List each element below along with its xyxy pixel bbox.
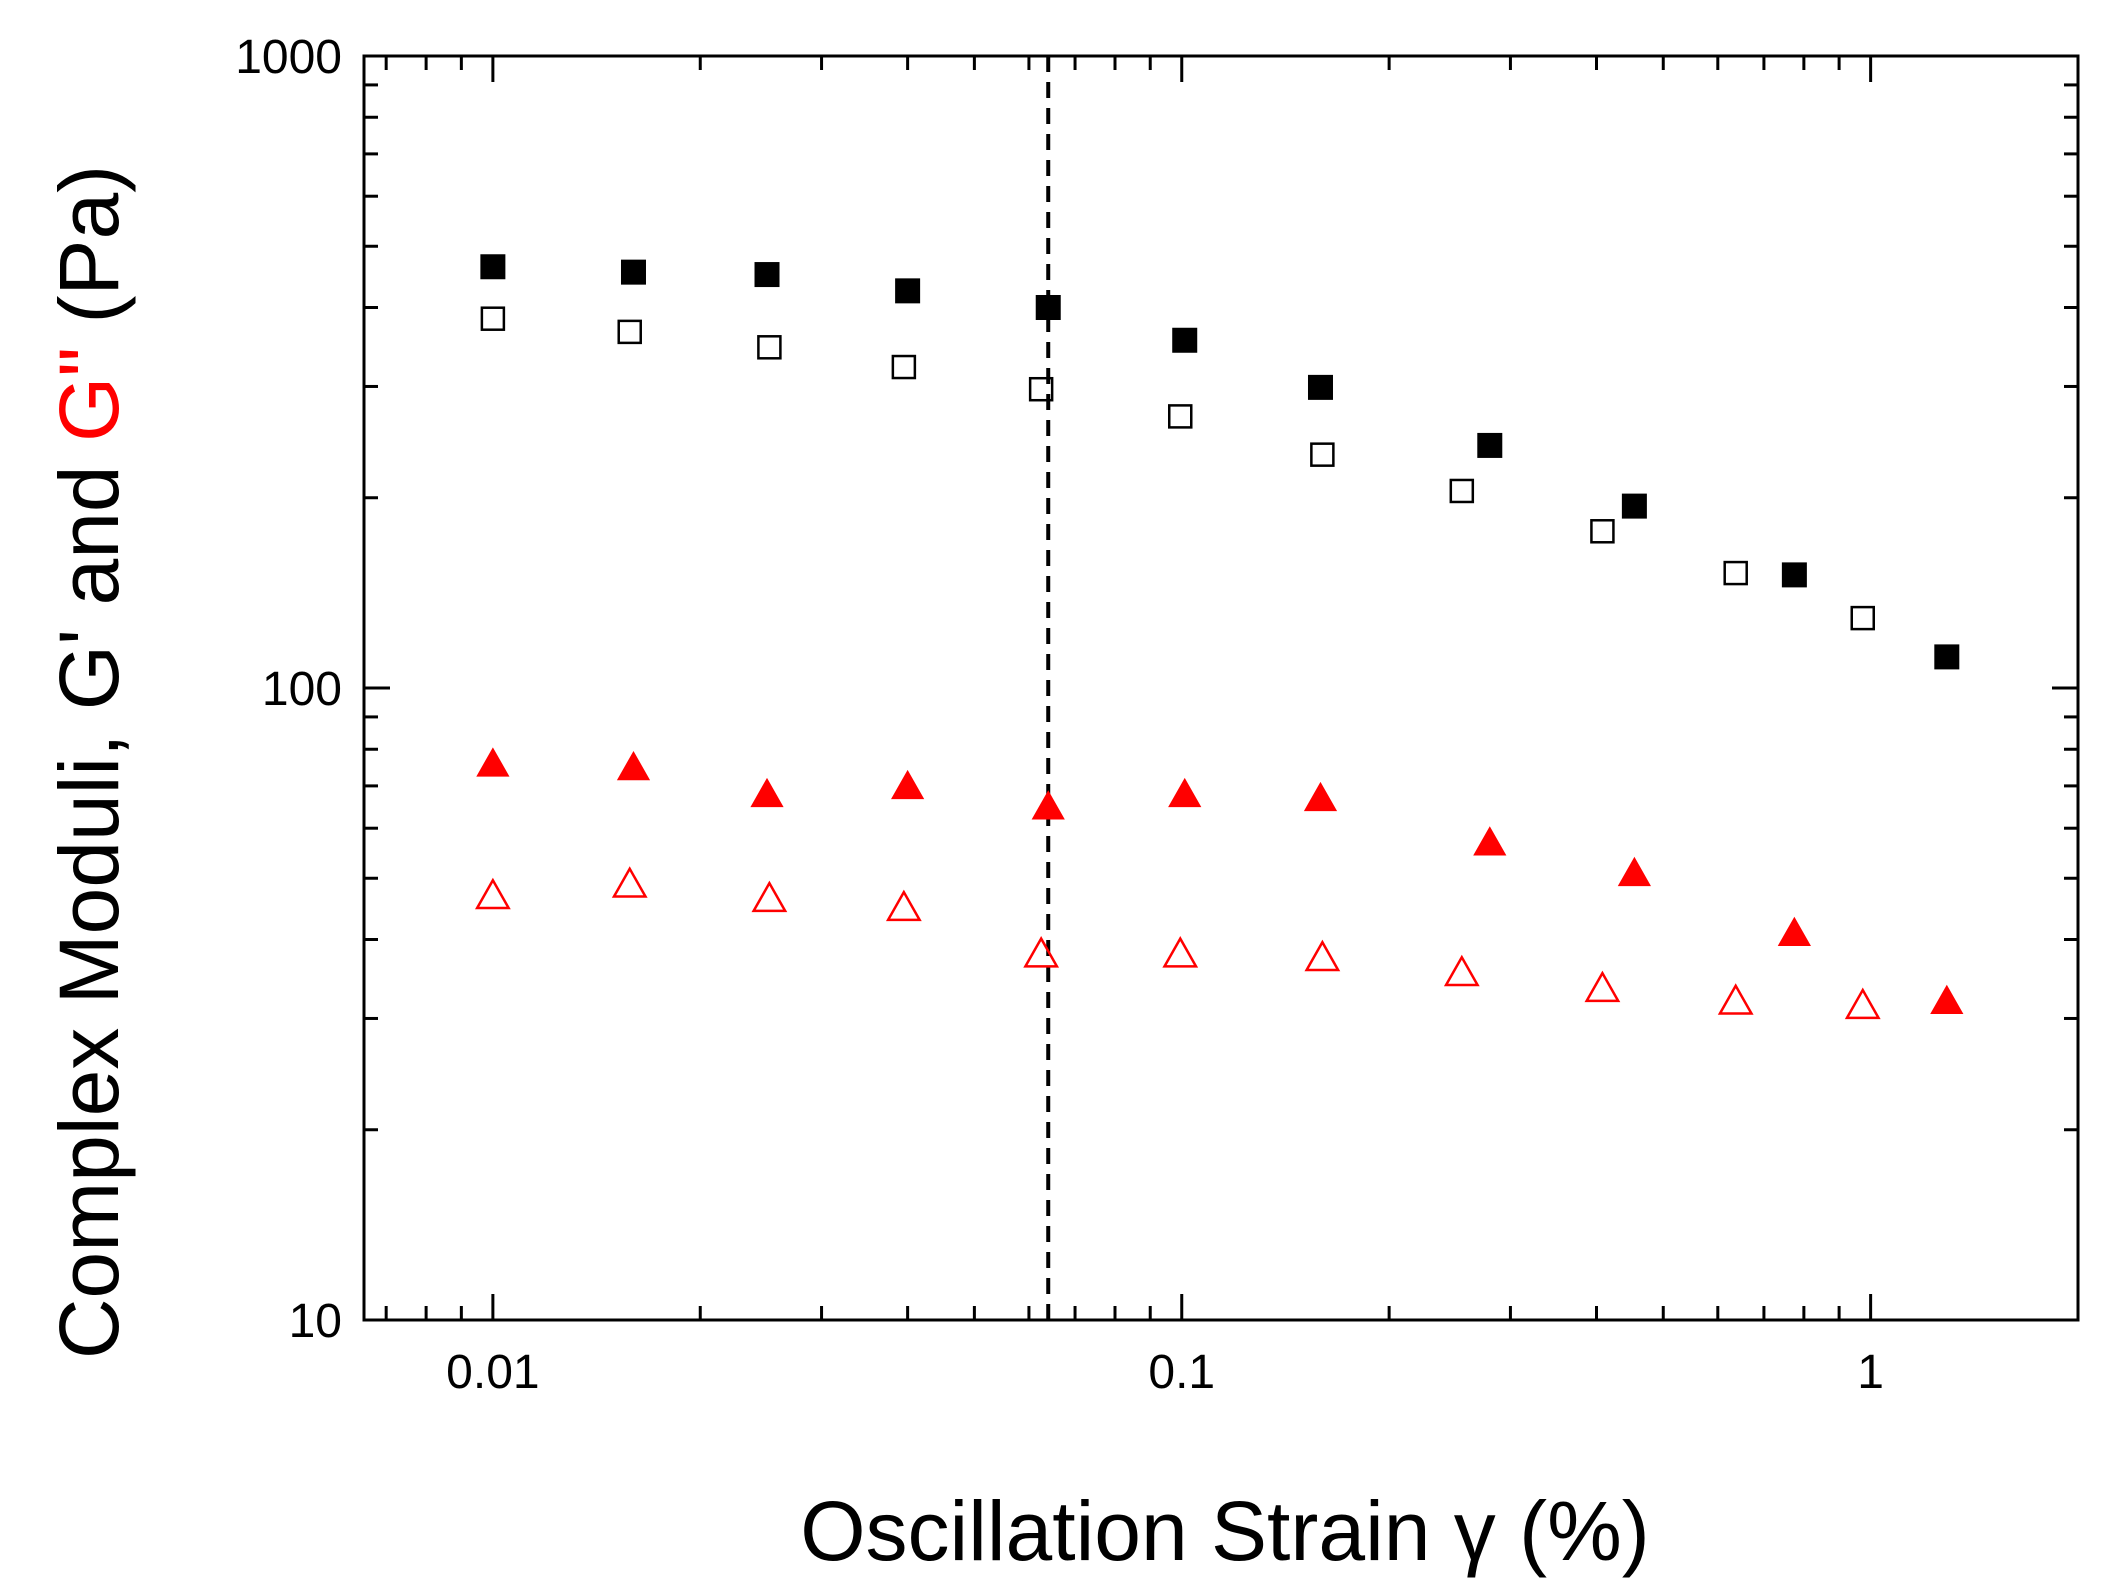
data-point-series-1-8 (1590, 519, 1615, 544)
data-point-series-3-3 (885, 889, 922, 922)
data-point-series-1-3 (891, 354, 917, 380)
data-point-series-3-4 (1023, 936, 1060, 968)
data-point-series-3-5 (1162, 936, 1199, 968)
data-point-series-3-10 (1844, 987, 1881, 1020)
y-axis-title: Complex Moduli, G' and G" (Pa) (42, 165, 136, 1359)
data-point-series-2-3 (891, 769, 925, 800)
data-point-series-1-5 (1168, 404, 1193, 429)
data-point-series-1-1 (617, 319, 642, 345)
data-point-series-3-1 (611, 866, 648, 898)
data-point-series-1-7 (1449, 478, 1475, 504)
data-point-series-2-0 (476, 747, 510, 777)
y-axis-title-part-1: G' (42, 629, 136, 710)
y-tick-labels: 10 100 1000 (235, 31, 342, 1348)
x-tick-label: 0.01 (446, 1346, 539, 1399)
data-point-series-1-2 (757, 335, 782, 360)
x-tick-label: 1 (1857, 1346, 1884, 1399)
y-tick-label: 10 (289, 1295, 342, 1348)
x-axis-title: Oscillation Strain γ (%) (800, 1484, 1650, 1578)
y-axis-title-part-4: (Pa) (42, 165, 136, 347)
data-point-series-1-0 (480, 306, 506, 331)
plot-frame (362, 54, 2080, 1322)
data-point-series-1-4 (1028, 376, 1054, 402)
data-point-series-3-6 (1304, 939, 1341, 972)
data-point-series-0-1 (620, 259, 646, 285)
data-point-series-0-9 (1781, 562, 1807, 588)
x-tick-label: 0.1 (1148, 1346, 1215, 1399)
data-point-series-1-9 (1723, 560, 1748, 586)
y-tick-label: 100 (262, 663, 342, 716)
data-point-series-0-7 (1477, 432, 1503, 458)
data-point-series-2-1 (616, 750, 651, 781)
minor-ticks (364, 56, 2078, 1320)
data-point-series-0-10 (1934, 644, 1960, 670)
y-tick-label: 1000 (235, 31, 342, 84)
data-point-series-2-2 (750, 777, 784, 808)
data-point-series-2-8 (1617, 856, 1651, 887)
y-axis-title-part-0: Complex Moduli, (42, 710, 136, 1359)
data-point-series-3-0 (474, 877, 511, 910)
y-axis-title-part-3: G" (42, 347, 136, 442)
data-point-series-3-2 (751, 880, 788, 913)
major-ticks (364, 54, 2078, 1322)
data-point-series-2-4 (1031, 790, 1065, 820)
data-point-series-3-9 (1717, 983, 1754, 1015)
data-point-series-2-7 (1473, 826, 1507, 856)
data-point-series-2-9 (1777, 916, 1811, 946)
data-point-series-2-6 (1303, 781, 1338, 812)
x-tick-labels: 0.01 0.1 1 (446, 1346, 1884, 1399)
data-point-series-0-4 (1035, 294, 1061, 320)
data-point-series-0-0 (480, 254, 506, 280)
data-point-series-2-5 (1168, 777, 1202, 808)
data-point-series-1-6 (1310, 442, 1335, 467)
data-point-series-0-3 (895, 278, 921, 304)
data-point-series-3-8 (1584, 970, 1621, 1003)
data-point-series-1-10 (1850, 605, 1875, 631)
data-point-series-0-6 (1307, 374, 1333, 400)
data-markers (474, 254, 1964, 1020)
data-point-series-2-10 (1930, 984, 1964, 1014)
data-point-series-0-2 (754, 262, 780, 288)
data-point-series-0-8 (1621, 493, 1647, 519)
y-axis-title-part-2: and (42, 442, 136, 629)
data-point-series-0-5 (1172, 327, 1198, 353)
data-point-series-3-7 (1443, 954, 1480, 987)
